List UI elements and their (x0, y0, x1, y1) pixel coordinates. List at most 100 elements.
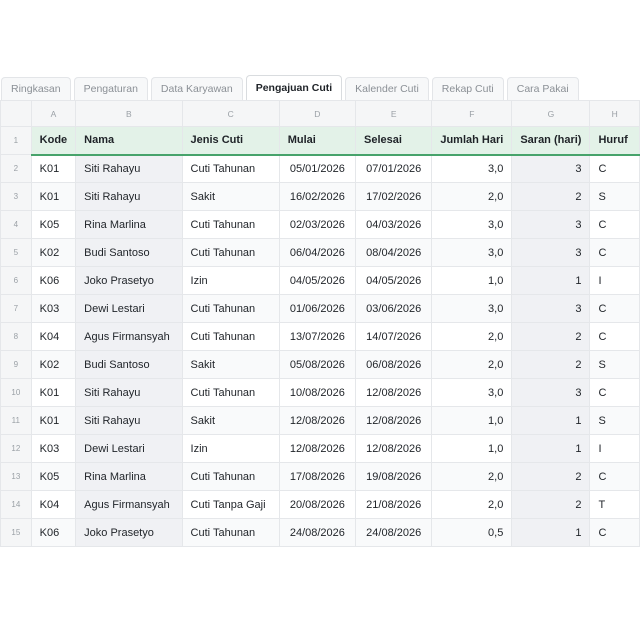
column-letter-h[interactable]: H (589, 100, 640, 127)
cell-kode[interactable]: K01 (30, 378, 77, 407)
cell-selesai[interactable]: 03/06/2026 (355, 294, 433, 323)
cell-selesai[interactable]: 12/08/2026 (355, 406, 433, 435)
cell-huruf[interactable]: C (589, 154, 640, 183)
cell-selesai[interactable]: 24/08/2026 (355, 518, 433, 547)
cell-jenis-cuti[interactable]: Cuti Tahunan (181, 154, 280, 183)
header-cell-saran-hari[interactable]: Saran (hari) (511, 126, 591, 156)
cell-mulai[interactable]: 06/04/2026 (278, 238, 357, 267)
cell-huruf[interactable]: C (589, 322, 640, 351)
row-number[interactable]: 8 (0, 322, 32, 351)
cell-jenis-cuti[interactable]: Cuti Tahunan (181, 238, 280, 267)
row-number[interactable]: 2 (0, 154, 32, 183)
cell-kode[interactable]: K03 (30, 434, 77, 463)
cell-saran-hari[interactable]: 1 (511, 434, 591, 463)
column-letter-f[interactable]: F (431, 100, 513, 127)
cell-selesai[interactable]: 14/07/2026 (355, 322, 433, 351)
cell-kode[interactable]: K03 (30, 294, 77, 323)
header-cell-kode[interactable]: Kode (30, 126, 77, 156)
select-all-corner[interactable] (0, 100, 32, 127)
cell-saran-hari[interactable]: 1 (511, 266, 591, 295)
cell-mulai[interactable]: 05/01/2026 (278, 154, 357, 183)
cell-saran-hari[interactable]: 3 (511, 210, 591, 239)
row-number[interactable]: 9 (0, 350, 32, 379)
cell-jenis-cuti[interactable]: Sakit (181, 182, 280, 211)
cell-kode[interactable]: K04 (30, 490, 77, 519)
cell-jumlah-hari[interactable]: 3,0 (431, 238, 513, 267)
cell-huruf[interactable]: I (589, 434, 640, 463)
cell-selesai[interactable]: 06/08/2026 (355, 350, 433, 379)
cell-jumlah-hari[interactable]: 3,0 (431, 294, 513, 323)
header-cell-mulai[interactable]: Mulai (278, 126, 357, 156)
cell-jumlah-hari[interactable]: 3,0 (431, 210, 513, 239)
cell-jumlah-hari[interactable]: 1,0 (431, 266, 513, 295)
cell-jenis-cuti[interactable]: Sakit (181, 406, 280, 435)
column-letter-e[interactable]: E (355, 100, 433, 127)
column-letter-d[interactable]: D (278, 100, 357, 127)
row-number[interactable]: 12 (0, 434, 32, 463)
cell-mulai[interactable]: 12/08/2026 (278, 406, 357, 435)
sheet-tab-rekap-cuti[interactable]: Rekap Cuti (431, 77, 504, 100)
cell-jenis-cuti[interactable]: Cuti Tanpa Gaji (181, 490, 280, 519)
cell-jumlah-hari[interactable]: 2,0 (431, 462, 513, 491)
cell-huruf[interactable]: I (589, 266, 640, 295)
cell-nama[interactable]: Dewi Lestari (75, 434, 183, 463)
header-cell-selesai[interactable]: Selesai (355, 126, 433, 156)
cell-kode[interactable]: K05 (30, 462, 77, 491)
cell-saran-hari[interactable]: 1 (511, 406, 591, 435)
cell-selesai[interactable]: 12/08/2026 (355, 378, 433, 407)
cell-mulai[interactable]: 20/08/2026 (278, 490, 357, 519)
cell-nama[interactable]: Budi Santoso (75, 350, 183, 379)
cell-saran-hari[interactable]: 3 (511, 378, 591, 407)
cell-kode[interactable]: K04 (30, 322, 77, 351)
cell-selesai[interactable]: 12/08/2026 (355, 434, 433, 463)
cell-kode[interactable]: K05 (30, 210, 77, 239)
row-number[interactable]: 4 (0, 210, 32, 239)
sheet-tab-pengajuan-cuti[interactable]: Pengajuan Cuti (245, 75, 343, 100)
sheet-tab-ringkasan[interactable]: Ringkasan (1, 77, 71, 100)
cell-jenis-cuti[interactable]: Cuti Tahunan (181, 462, 280, 491)
cell-kode[interactable]: K02 (30, 350, 77, 379)
cell-nama[interactable]: Siti Rahayu (75, 154, 183, 183)
cell-jumlah-hari[interactable]: 1,0 (431, 434, 513, 463)
cell-jenis-cuti[interactable]: Izin (181, 266, 280, 295)
column-letter-a[interactable]: A (30, 100, 77, 127)
cell-jenis-cuti[interactable]: Cuti Tahunan (181, 210, 280, 239)
row-number[interactable]: 6 (0, 266, 32, 295)
cell-jenis-cuti[interactable]: Izin (181, 434, 280, 463)
cell-mulai[interactable]: 13/07/2026 (278, 322, 357, 351)
sheet-tab-cara-pakai[interactable]: Cara Pakai (506, 77, 579, 100)
cell-kode[interactable]: K01 (30, 406, 77, 435)
cell-mulai[interactable]: 05/08/2026 (278, 350, 357, 379)
cell-nama[interactable]: Dewi Lestari (75, 294, 183, 323)
cell-jumlah-hari[interactable]: 3,0 (431, 378, 513, 407)
cell-nama[interactable]: Siti Rahayu (75, 182, 183, 211)
cell-nama[interactable]: Siti Rahayu (75, 406, 183, 435)
sheet-tab-kalender-cuti[interactable]: Kalender Cuti (345, 77, 429, 100)
cell-saran-hari[interactable]: 2 (511, 322, 591, 351)
cell-mulai[interactable]: 17/08/2026 (278, 462, 357, 491)
cell-huruf[interactable]: C (589, 462, 640, 491)
row-number[interactable]: 15 (0, 518, 32, 547)
cell-nama[interactable]: Rina Marlina (75, 210, 183, 239)
cell-saran-hari[interactable]: 2 (511, 462, 591, 491)
row-number[interactable]: 7 (0, 294, 32, 323)
row-number[interactable]: 3 (0, 182, 32, 211)
cell-mulai[interactable]: 10/08/2026 (278, 378, 357, 407)
cell-mulai[interactable]: 16/02/2026 (278, 182, 357, 211)
cell-selesai[interactable]: 21/08/2026 (355, 490, 433, 519)
sheet-tab-pengaturan[interactable]: Pengaturan (73, 77, 148, 100)
cell-selesai[interactable]: 04/03/2026 (355, 210, 433, 239)
cell-selesai[interactable]: 04/05/2026 (355, 266, 433, 295)
cell-huruf[interactable]: C (589, 294, 640, 323)
cell-saran-hari[interactable]: 3 (511, 154, 591, 183)
row-number[interactable]: 10 (0, 378, 32, 407)
cell-jenis-cuti[interactable]: Cuti Tahunan (181, 518, 280, 547)
cell-selesai[interactable]: 19/08/2026 (355, 462, 433, 491)
sheet-tab-data-karyawan[interactable]: Data Karyawan (150, 77, 243, 100)
cell-selesai[interactable]: 08/04/2026 (355, 238, 433, 267)
cell-huruf[interactable]: C (589, 378, 640, 407)
cell-selesai[interactable]: 17/02/2026 (355, 182, 433, 211)
cell-jumlah-hari[interactable]: 3,0 (431, 154, 513, 183)
cell-saran-hari[interactable]: 1 (511, 518, 591, 547)
row-number[interactable]: 5 (0, 238, 32, 267)
